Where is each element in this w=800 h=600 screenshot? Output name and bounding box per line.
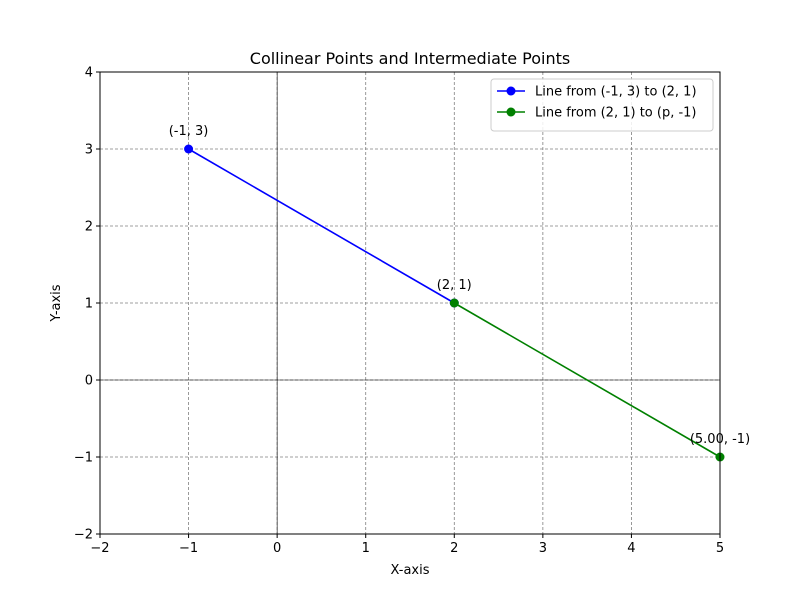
data-point [449,298,459,308]
y-tick-label: 1 [85,297,93,312]
series-line [188,148,455,304]
annotations: (-1, 3) (2, 1) (5.00, -1) [169,124,750,447]
legend-swatch-marker [506,107,516,117]
x-tick-label: 5 [716,541,724,556]
x-tick-label: −1 [179,541,198,556]
legend-box [490,78,714,132]
chart-title: Collinear Points and Intermediate Points [250,49,570,68]
y-tick-label: 2 [85,220,93,235]
legend: Line from (-1, 3) to (2, 1) Line from (2,… [490,78,714,132]
series-layer [184,144,725,462]
y-tick-label: 3 [85,143,93,158]
point-annotation: (2, 1) [437,278,472,293]
y-tick-label: −2 [74,528,93,543]
legend-entry: Line from (-1, 3) to (2, 1) [497,85,697,100]
point-annotation: (-1, 3) [169,124,209,139]
series-line [453,302,721,458]
legend-label: Line from (2, 1) to (p, -1) [535,106,697,121]
reference-lines [100,72,720,534]
y-tick-label: 4 [85,66,93,81]
legend-swatch-marker [506,86,516,96]
ticks: −2 −1 0 1 2 3 4 5 −2 −1 0 1 2 3 4 [74,66,724,557]
point-annotation: (5.00, -1) [690,432,750,447]
y-axis-label: Y-axis [49,284,64,322]
x-tick-label: 3 [539,541,547,556]
x-tick-label: 4 [627,541,635,556]
x-tick-label: 2 [450,541,458,556]
x-tick-label: −2 [90,541,109,556]
y-tick-label: −1 [74,451,93,466]
x-tick-label: 0 [273,541,281,556]
x-axis-label: X-axis [391,563,430,578]
legend-label: Line from (-1, 3) to (2, 1) [535,85,697,100]
x-tick-label: 1 [362,541,370,556]
legend-entry: Line from (2, 1) to (p, -1) [497,106,697,121]
data-point [184,144,194,154]
y-tick-label: 0 [85,374,93,389]
